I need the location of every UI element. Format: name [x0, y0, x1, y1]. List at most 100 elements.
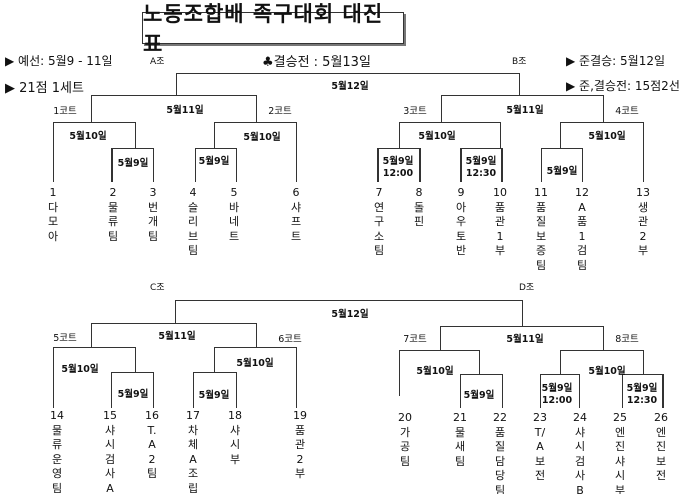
court-label: 4코트 [615, 106, 639, 117]
bracket-line [91, 95, 93, 122]
team-number: 11 [534, 186, 548, 199]
bracket-line [256, 323, 258, 347]
round-date: 5월11일 [506, 105, 544, 116]
team-name: 아우토반 [455, 200, 467, 258]
bracket-line [540, 374, 542, 408]
team-entry: 24 샤시검사B [573, 411, 587, 494]
bracket-line [460, 374, 503, 376]
bracket-line [236, 148, 238, 182]
team-entry: 18 샤시부 [228, 409, 242, 467]
bracket-line [440, 326, 442, 350]
court-label: 5코트 [53, 333, 77, 344]
bracket-line [377, 148, 379, 182]
team-name: 슬리브팀 [187, 200, 199, 258]
team-entry: 6 샤프트 [290, 186, 302, 244]
team-entry: 14 물류운영팀 [50, 409, 64, 494]
bracket-line [175, 300, 177, 323]
team-name: 품질담당팀 [494, 425, 506, 494]
team-number: 8 [415, 186, 423, 199]
bracket-line [214, 347, 297, 349]
bracket-line [111, 148, 113, 182]
bracket-line [560, 122, 562, 148]
bracket-line [153, 148, 155, 182]
round-date: 5월10일 [61, 364, 99, 375]
team-entry: 11 품질보증팀 [534, 186, 548, 273]
team-name: 품관1부 [494, 200, 506, 258]
team-number: 12 [575, 186, 589, 199]
round-date: 5월11일 [506, 334, 544, 345]
bottom-final-date: 5월12일 [331, 309, 369, 320]
bracket-line [377, 148, 420, 150]
team-number: 26 [654, 411, 668, 424]
team-entry: 17 차체A조립 [186, 409, 200, 494]
team-name: 샤시부 [229, 423, 241, 466]
match-date: 5월9일 12:30 [626, 383, 658, 406]
bracket-line [195, 148, 197, 182]
bracket-line [111, 372, 113, 408]
team-entry: 26 엔진보전 [654, 411, 668, 484]
team-number: 18 [228, 409, 242, 422]
team-number: 2 [109, 186, 117, 199]
team-name: 돌핀 [413, 200, 425, 229]
team-entry: 20 가공팀 [398, 411, 412, 469]
round-date: 5월11일 [158, 331, 196, 342]
team-number: 9 [457, 186, 465, 199]
team-name: 샤시검사A [104, 423, 116, 494]
match-date: 5월9일 [117, 158, 149, 169]
team-number: 10 [493, 186, 507, 199]
team-entry: 22 품질담당팀 [493, 411, 507, 494]
team-entry: 4 슬리브팀 [187, 186, 199, 259]
bracket-line [193, 372, 237, 374]
bracket-line [135, 122, 137, 148]
round-date: 5월10일 [416, 366, 454, 377]
team-name: 샤시검사B [574, 425, 586, 494]
team-name: 물류운영팀 [51, 423, 63, 494]
group-label-a: A조 [150, 57, 165, 67]
round-date: 5월10일 [588, 366, 626, 377]
team-entry: 8 돌핀 [413, 186, 425, 230]
bracket-line [460, 374, 462, 408]
group-label-d: D조 [519, 283, 535, 293]
match-date: 5월9일 12:30 [465, 156, 497, 179]
bracket-line [91, 95, 257, 97]
round-date: 5월10일 [236, 358, 274, 369]
group-label-b: B조 [512, 57, 527, 67]
bracket-line [479, 350, 481, 374]
bracket-line [622, 374, 624, 408]
bracket-line [176, 73, 520, 75]
team-number: 5 [230, 186, 238, 199]
team-entry: 2 물류팀 [107, 186, 119, 244]
bracket-line [53, 122, 136, 124]
round-date: 5월10일 [243, 132, 281, 143]
team-name: 엔진보전 [655, 425, 667, 483]
bracket-line [176, 73, 178, 95]
team-number: 16 [145, 409, 159, 422]
bracket-line [500, 122, 502, 148]
bracket-line [560, 350, 644, 352]
team-number: 20 [398, 411, 412, 424]
semi-final-rule-info: ▶ 준,결승전: 15점2선 [566, 79, 680, 93]
team-name: 차체A조립 [187, 423, 199, 494]
team-number: 15 [103, 409, 117, 422]
bracket-line [214, 347, 216, 372]
top-final-date: 5월12일 [331, 81, 369, 92]
court-label: 1코트 [53, 106, 77, 117]
bracket-line [419, 148, 421, 182]
match-date: 5월9일 12:00 [541, 383, 573, 406]
match-date: 5월9일 [117, 389, 149, 400]
team-name: 엔진샤시부 [614, 425, 626, 494]
round-date: 5월10일 [588, 131, 626, 142]
match-date: 5월9일 [198, 156, 230, 167]
team-number: 22 [493, 411, 507, 424]
title-box: 노동조합배 족구대회 대진표 [142, 2, 404, 56]
team-entry: 12 A품1검팀 [575, 186, 589, 273]
team-entry: 16 T.A2팀 [145, 409, 159, 482]
team-name: T.A2팀 [146, 423, 158, 481]
bracket-line [91, 323, 257, 325]
bracket-line [175, 300, 523, 302]
team-number: 23 [533, 411, 547, 424]
match-date: 5월9일 [198, 390, 230, 401]
team-name: 품질보증팀 [535, 200, 547, 272]
round-date: 5월10일 [69, 131, 107, 142]
team-name: 바네트 [228, 200, 240, 243]
